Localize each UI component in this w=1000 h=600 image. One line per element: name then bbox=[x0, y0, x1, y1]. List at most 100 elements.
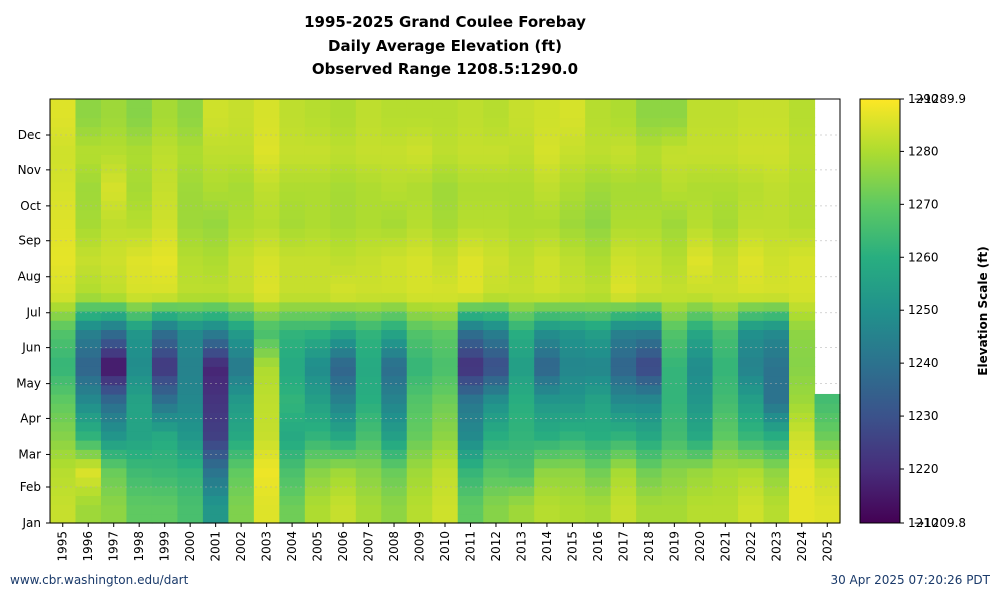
heatmap-cell bbox=[661, 301, 688, 312]
heatmap-cell bbox=[100, 209, 128, 220]
heatmap-cell bbox=[585, 135, 612, 146]
heatmap-cell bbox=[559, 486, 586, 496]
heatmap-cell bbox=[610, 301, 637, 312]
heatmap-cell bbox=[763, 357, 790, 367]
heatmap-cell bbox=[177, 421, 204, 432]
x-tick-label: 2021 bbox=[718, 531, 732, 562]
heatmap-cell bbox=[304, 375, 331, 386]
heatmap-cell bbox=[483, 163, 510, 174]
heatmap-cell bbox=[763, 218, 790, 229]
heatmap-cell bbox=[75, 403, 102, 413]
heatmap-cell bbox=[75, 135, 102, 146]
heatmap-cell bbox=[279, 412, 306, 423]
heatmap-cell bbox=[330, 412, 357, 423]
heatmap-cell bbox=[457, 145, 484, 155]
heatmap-cell bbox=[406, 255, 433, 266]
heatmap-cell bbox=[330, 200, 357, 211]
heatmap-cell bbox=[559, 366, 586, 377]
heatmap-cell bbox=[712, 476, 739, 487]
heatmap-cell bbox=[75, 504, 102, 515]
heatmap-cell bbox=[100, 375, 128, 386]
heatmap-cell bbox=[534, 108, 561, 119]
heatmap-cell bbox=[610, 476, 637, 487]
heatmap-cell bbox=[610, 347, 637, 358]
heatmap-cell bbox=[559, 329, 586, 340]
x-tick-label: 1995 bbox=[56, 531, 70, 562]
heatmap-cell bbox=[508, 135, 535, 146]
heatmap-cell bbox=[304, 347, 331, 358]
heatmap-cell bbox=[151, 191, 179, 201]
heatmap-cell bbox=[712, 191, 739, 201]
heatmap-cell bbox=[100, 384, 128, 395]
heatmap-cell bbox=[177, 108, 204, 119]
heatmap-cell bbox=[636, 135, 663, 146]
footer-source-link[interactable]: www.cbr.washington.edu/dart bbox=[10, 573, 189, 587]
heatmap-cell bbox=[508, 458, 535, 469]
heatmap-cell bbox=[406, 283, 433, 294]
heatmap-cell bbox=[534, 430, 561, 441]
heatmap-cell bbox=[100, 347, 128, 358]
colorbar-label: Elevation Scale (ft) bbox=[976, 246, 990, 375]
heatmap-cell bbox=[763, 476, 790, 487]
heatmap-cell bbox=[763, 108, 790, 119]
heatmap-cell bbox=[126, 504, 153, 515]
heatmap-cell bbox=[661, 504, 688, 515]
heatmap-cell bbox=[151, 357, 179, 367]
heatmap-cell bbox=[763, 375, 790, 386]
heatmap-cell bbox=[151, 458, 179, 469]
heatmap-cell bbox=[661, 458, 688, 469]
heatmap-cell bbox=[228, 237, 255, 248]
heatmap-cell bbox=[381, 357, 408, 367]
heatmap-cell bbox=[50, 264, 77, 275]
heatmap-cell bbox=[534, 154, 561, 165]
heatmap-cell bbox=[304, 338, 331, 349]
heatmap-cell bbox=[687, 375, 714, 386]
heatmap-cell bbox=[763, 440, 790, 450]
heatmap-cell bbox=[177, 320, 204, 331]
heatmap-cell bbox=[228, 513, 255, 524]
heatmap-cell bbox=[100, 311, 128, 321]
heatmap-cell bbox=[636, 495, 663, 506]
heatmap-cell bbox=[126, 117, 153, 128]
heatmap-cell bbox=[202, 476, 229, 487]
heatmap-cell bbox=[151, 393, 179, 404]
heatmap-cell bbox=[202, 357, 229, 367]
heatmap-cell bbox=[228, 357, 255, 367]
heatmap-cell bbox=[355, 495, 382, 506]
heatmap-cell bbox=[687, 246, 714, 257]
heatmap-cell bbox=[126, 246, 153, 257]
heatmap-cell bbox=[100, 135, 128, 146]
heatmap-cell bbox=[228, 486, 255, 496]
heatmap-cell bbox=[253, 412, 280, 423]
heatmap-cell bbox=[483, 99, 510, 109]
heatmap-cell bbox=[50, 228, 77, 238]
heatmap-cell bbox=[610, 218, 637, 229]
heatmap-cell bbox=[406, 181, 433, 192]
heatmap-cell bbox=[789, 181, 816, 192]
heatmap-cell bbox=[100, 228, 128, 238]
heatmap-cell bbox=[508, 357, 535, 367]
heatmap-cell bbox=[483, 458, 510, 469]
heatmap-cell bbox=[202, 513, 229, 524]
x-tick-label: 2008 bbox=[387, 531, 401, 562]
heatmap-cell bbox=[457, 430, 484, 441]
heatmap-cell bbox=[508, 274, 535, 284]
heatmap-cell bbox=[687, 209, 714, 220]
heatmap-cell bbox=[687, 191, 714, 201]
heatmap-cell bbox=[381, 440, 408, 450]
heatmap-cell bbox=[789, 108, 816, 119]
heatmap-cell bbox=[50, 412, 77, 423]
heatmap-cell bbox=[585, 264, 612, 275]
heatmap-cell bbox=[763, 320, 790, 331]
heatmap-cell bbox=[330, 421, 357, 432]
heatmap-cell bbox=[304, 163, 331, 174]
x-tick-label: 2007 bbox=[362, 531, 376, 562]
heatmap-cell bbox=[406, 476, 433, 487]
heatmap-cell bbox=[304, 172, 331, 183]
heatmap-cell bbox=[177, 163, 204, 174]
heatmap-cell bbox=[177, 495, 204, 506]
x-tick-label: 1997 bbox=[107, 531, 121, 562]
heatmap-cell bbox=[712, 504, 739, 515]
heatmap-cell bbox=[738, 181, 765, 192]
heatmap-cell bbox=[559, 108, 586, 119]
